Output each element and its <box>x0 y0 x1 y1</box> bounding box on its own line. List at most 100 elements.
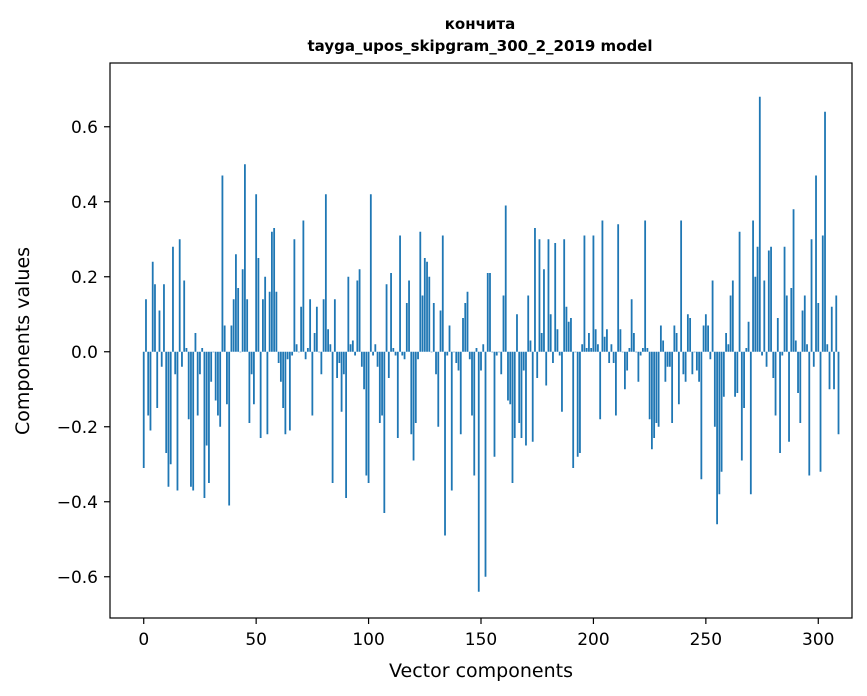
bar-40 <box>232 299 235 352</box>
bar-189 <box>567 321 570 352</box>
bar-259 <box>725 333 727 352</box>
bar-145 <box>468 351 471 360</box>
bar-118 <box>408 280 410 352</box>
bar-250 <box>704 314 707 352</box>
bar-283 <box>779 351 781 453</box>
bar-309 <box>837 351 840 435</box>
plot-frame <box>109 62 853 619</box>
bar-298 <box>812 351 815 367</box>
x-tick-label: 300 <box>802 630 834 650</box>
bar-223 <box>644 220 647 352</box>
bar-269 <box>747 321 750 352</box>
bar-224 <box>646 348 649 352</box>
bar-141 <box>459 351 462 435</box>
bar-280 <box>772 351 775 378</box>
bar-246 <box>695 351 698 371</box>
bar-83 <box>329 344 332 352</box>
bar-49 <box>253 351 255 405</box>
bar-127 <box>428 276 431 352</box>
bar-144 <box>466 291 469 352</box>
bar-20 <box>187 351 190 420</box>
bar-0 <box>142 351 145 468</box>
bar-98 <box>363 351 365 390</box>
bar-129 <box>432 303 435 352</box>
bar-69 <box>297 351 300 353</box>
bar-212 <box>619 329 622 352</box>
bar-247 <box>698 351 700 382</box>
bar-288 <box>790 288 793 352</box>
bar-132 <box>439 310 442 352</box>
bar-111 <box>392 348 395 352</box>
bar-140 <box>457 351 460 371</box>
bar-series <box>142 96 840 592</box>
bar-182 <box>552 351 554 363</box>
bar-307 <box>833 351 835 390</box>
bar-122 <box>417 351 419 360</box>
bar-214 <box>624 351 626 390</box>
bar-29 <box>208 351 210 483</box>
bar-285 <box>783 246 786 352</box>
bar-136 <box>448 325 451 352</box>
bar-238 <box>677 351 680 405</box>
bar-32 <box>214 351 217 401</box>
bar-112 <box>394 351 397 356</box>
bar-277 <box>765 351 768 367</box>
bar-9 <box>163 284 165 352</box>
y-tick-label: −0.4 <box>57 493 98 513</box>
bar-235 <box>671 351 674 423</box>
bar-5 <box>154 284 156 352</box>
bar-257 <box>720 351 723 472</box>
bar-97 <box>360 351 363 367</box>
bar-59 <box>275 291 278 352</box>
bar-101 <box>369 194 372 352</box>
bar-270 <box>749 351 752 495</box>
bar-239 <box>680 220 683 352</box>
bar-249 <box>702 325 705 352</box>
bar-60 <box>277 351 280 363</box>
bar-6 <box>156 351 159 408</box>
bar-295 <box>806 344 808 352</box>
bar-114 <box>399 235 401 352</box>
bar-30 <box>210 351 213 382</box>
bar-24 <box>196 351 199 416</box>
bar-203 <box>599 351 602 420</box>
bar-85 <box>333 299 336 352</box>
bar-130 <box>435 351 437 375</box>
y-tick-label: 0.0 <box>71 343 98 363</box>
bar-124 <box>421 295 424 352</box>
bar-28 <box>205 351 208 446</box>
bar-290 <box>794 340 797 352</box>
bar-18 <box>183 280 186 352</box>
bar-159 <box>500 351 503 375</box>
bar-215 <box>626 351 629 371</box>
bar-44 <box>241 269 244 352</box>
x-tick-label: 150 <box>465 630 497 650</box>
bar-261 <box>729 295 732 352</box>
bar-156 <box>493 351 496 457</box>
bar-172 <box>529 340 532 352</box>
bar-42 <box>237 288 240 352</box>
bar-80 <box>322 299 325 352</box>
bar-190 <box>570 318 572 352</box>
bar-207 <box>608 351 611 363</box>
bar-268 <box>745 348 748 352</box>
bar-142 <box>462 318 464 352</box>
bar-105 <box>378 351 381 423</box>
bar-243 <box>689 318 692 352</box>
bar-188 <box>565 306 568 352</box>
bar-175 <box>536 351 539 378</box>
bar-233 <box>666 351 669 367</box>
bar-99 <box>365 351 368 476</box>
bar-51 <box>257 258 260 352</box>
bar-242 <box>686 314 689 352</box>
bar-143 <box>464 303 467 352</box>
bar-218 <box>633 333 635 352</box>
bar-183 <box>554 243 557 352</box>
bar-72 <box>304 351 307 360</box>
bar-148 <box>475 348 478 352</box>
bar-169 <box>522 351 525 371</box>
bar-192 <box>574 351 577 353</box>
bar-253 <box>711 280 714 352</box>
bar-146 <box>471 351 473 416</box>
